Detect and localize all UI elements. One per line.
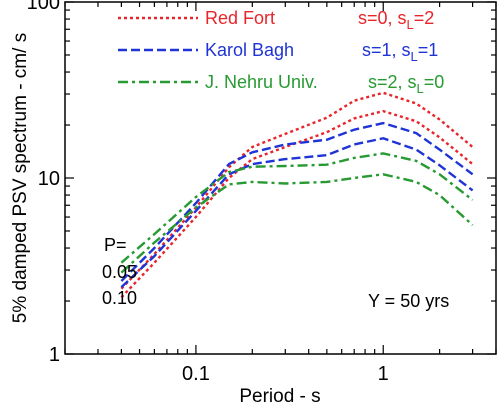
p-value-upper: 0.05 — [102, 262, 137, 282]
axis-ticks — [64, 1, 497, 355]
series-layer — [120, 91, 474, 299]
y-tick-label: 10 — [38, 168, 60, 190]
legend: Red Fort s=0, sL=2 Karol Bagh s=1, sL=1 J. N… — [118, 8, 444, 96]
axis-tick-labels: 0.1 1 1 10 100 — [27, 0, 389, 385]
p-value-lower: 0.10 — [102, 288, 137, 308]
legend-site-1: Karol Bagh — [205, 40, 294, 60]
p-label: P= — [104, 235, 127, 255]
series-line-3 — [120, 137, 474, 288]
x-tick-label: 0.1 — [182, 363, 210, 385]
series-line-4 — [120, 152, 474, 264]
series-line-0 — [120, 91, 474, 290]
return-period-label: Y = 50 yrs — [368, 291, 449, 311]
series-line-1 — [120, 109, 474, 299]
y-tick-label: 1 — [49, 344, 60, 366]
x-axis-label: Period - s — [239, 386, 320, 407]
x-tick-label: 1 — [378, 363, 389, 385]
series-line-5 — [120, 173, 474, 274]
legend-site-2: J. Nehru Univ. — [205, 72, 318, 92]
legend-param-1: s=1, sL=1 — [362, 40, 438, 64]
y-tick-label: 100 — [27, 0, 60, 14]
legend-param-0: s=0, sL=2 — [358, 8, 434, 32]
y-axis-label: 5% damped PSV spectrum - cm/ s — [10, 33, 31, 323]
series-line-2 — [120, 121, 474, 282]
legend-param-2: s=2, sL=0 — [368, 72, 444, 96]
legend-site-0: Red Fort — [205, 8, 275, 28]
